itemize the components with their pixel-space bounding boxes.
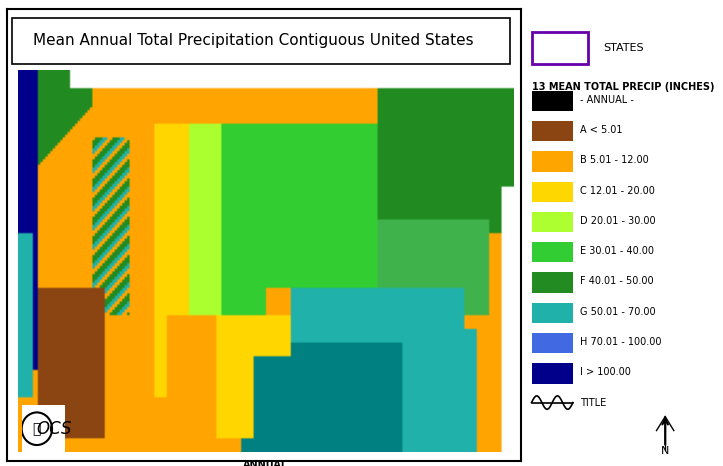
FancyBboxPatch shape <box>531 151 573 171</box>
Text: STATES: STATES <box>603 43 643 53</box>
FancyBboxPatch shape <box>12 68 510 457</box>
FancyBboxPatch shape <box>531 303 573 323</box>
Text: Mean Annual Total Precipitation Contiguous United States: Mean Annual Total Precipitation Contiguo… <box>33 34 474 48</box>
Text: TITLE: TITLE <box>581 397 607 408</box>
Text: ANNUAL: ANNUAL <box>243 459 288 466</box>
FancyBboxPatch shape <box>531 333 573 353</box>
FancyBboxPatch shape <box>531 363 573 384</box>
FancyBboxPatch shape <box>531 121 573 141</box>
FancyBboxPatch shape <box>12 18 510 63</box>
Text: G 50.01 - 70.00: G 50.01 - 70.00 <box>581 307 656 317</box>
Text: H 70.01 - 100.00: H 70.01 - 100.00 <box>581 337 662 347</box>
Text: D 20.01 - 30.00: D 20.01 - 30.00 <box>581 216 656 226</box>
Text: I > 100.00: I > 100.00 <box>581 367 631 377</box>
Text: 13 MEAN TOTAL PRECIP (INCHES): 13 MEAN TOTAL PRECIP (INCHES) <box>531 82 714 92</box>
Text: E 30.01 - 40.00: E 30.01 - 40.00 <box>581 246 654 256</box>
Text: B 5.01 - 12.00: B 5.01 - 12.00 <box>581 155 649 165</box>
FancyBboxPatch shape <box>531 32 588 63</box>
FancyBboxPatch shape <box>531 212 573 232</box>
Text: N: N <box>661 446 669 456</box>
FancyBboxPatch shape <box>531 273 573 293</box>
FancyBboxPatch shape <box>531 182 573 202</box>
Text: OCS: OCS <box>36 420 72 438</box>
Text: - ANNUAL -: - ANNUAL - <box>581 95 634 105</box>
Text: 🦅: 🦅 <box>33 422 41 436</box>
FancyBboxPatch shape <box>531 91 573 111</box>
FancyBboxPatch shape <box>531 242 573 262</box>
Text: C 12.01 - 20.00: C 12.01 - 20.00 <box>581 185 655 196</box>
Text: A < 5.01: A < 5.01 <box>581 125 623 135</box>
Text: F 40.01 - 50.00: F 40.01 - 50.00 <box>581 276 654 287</box>
